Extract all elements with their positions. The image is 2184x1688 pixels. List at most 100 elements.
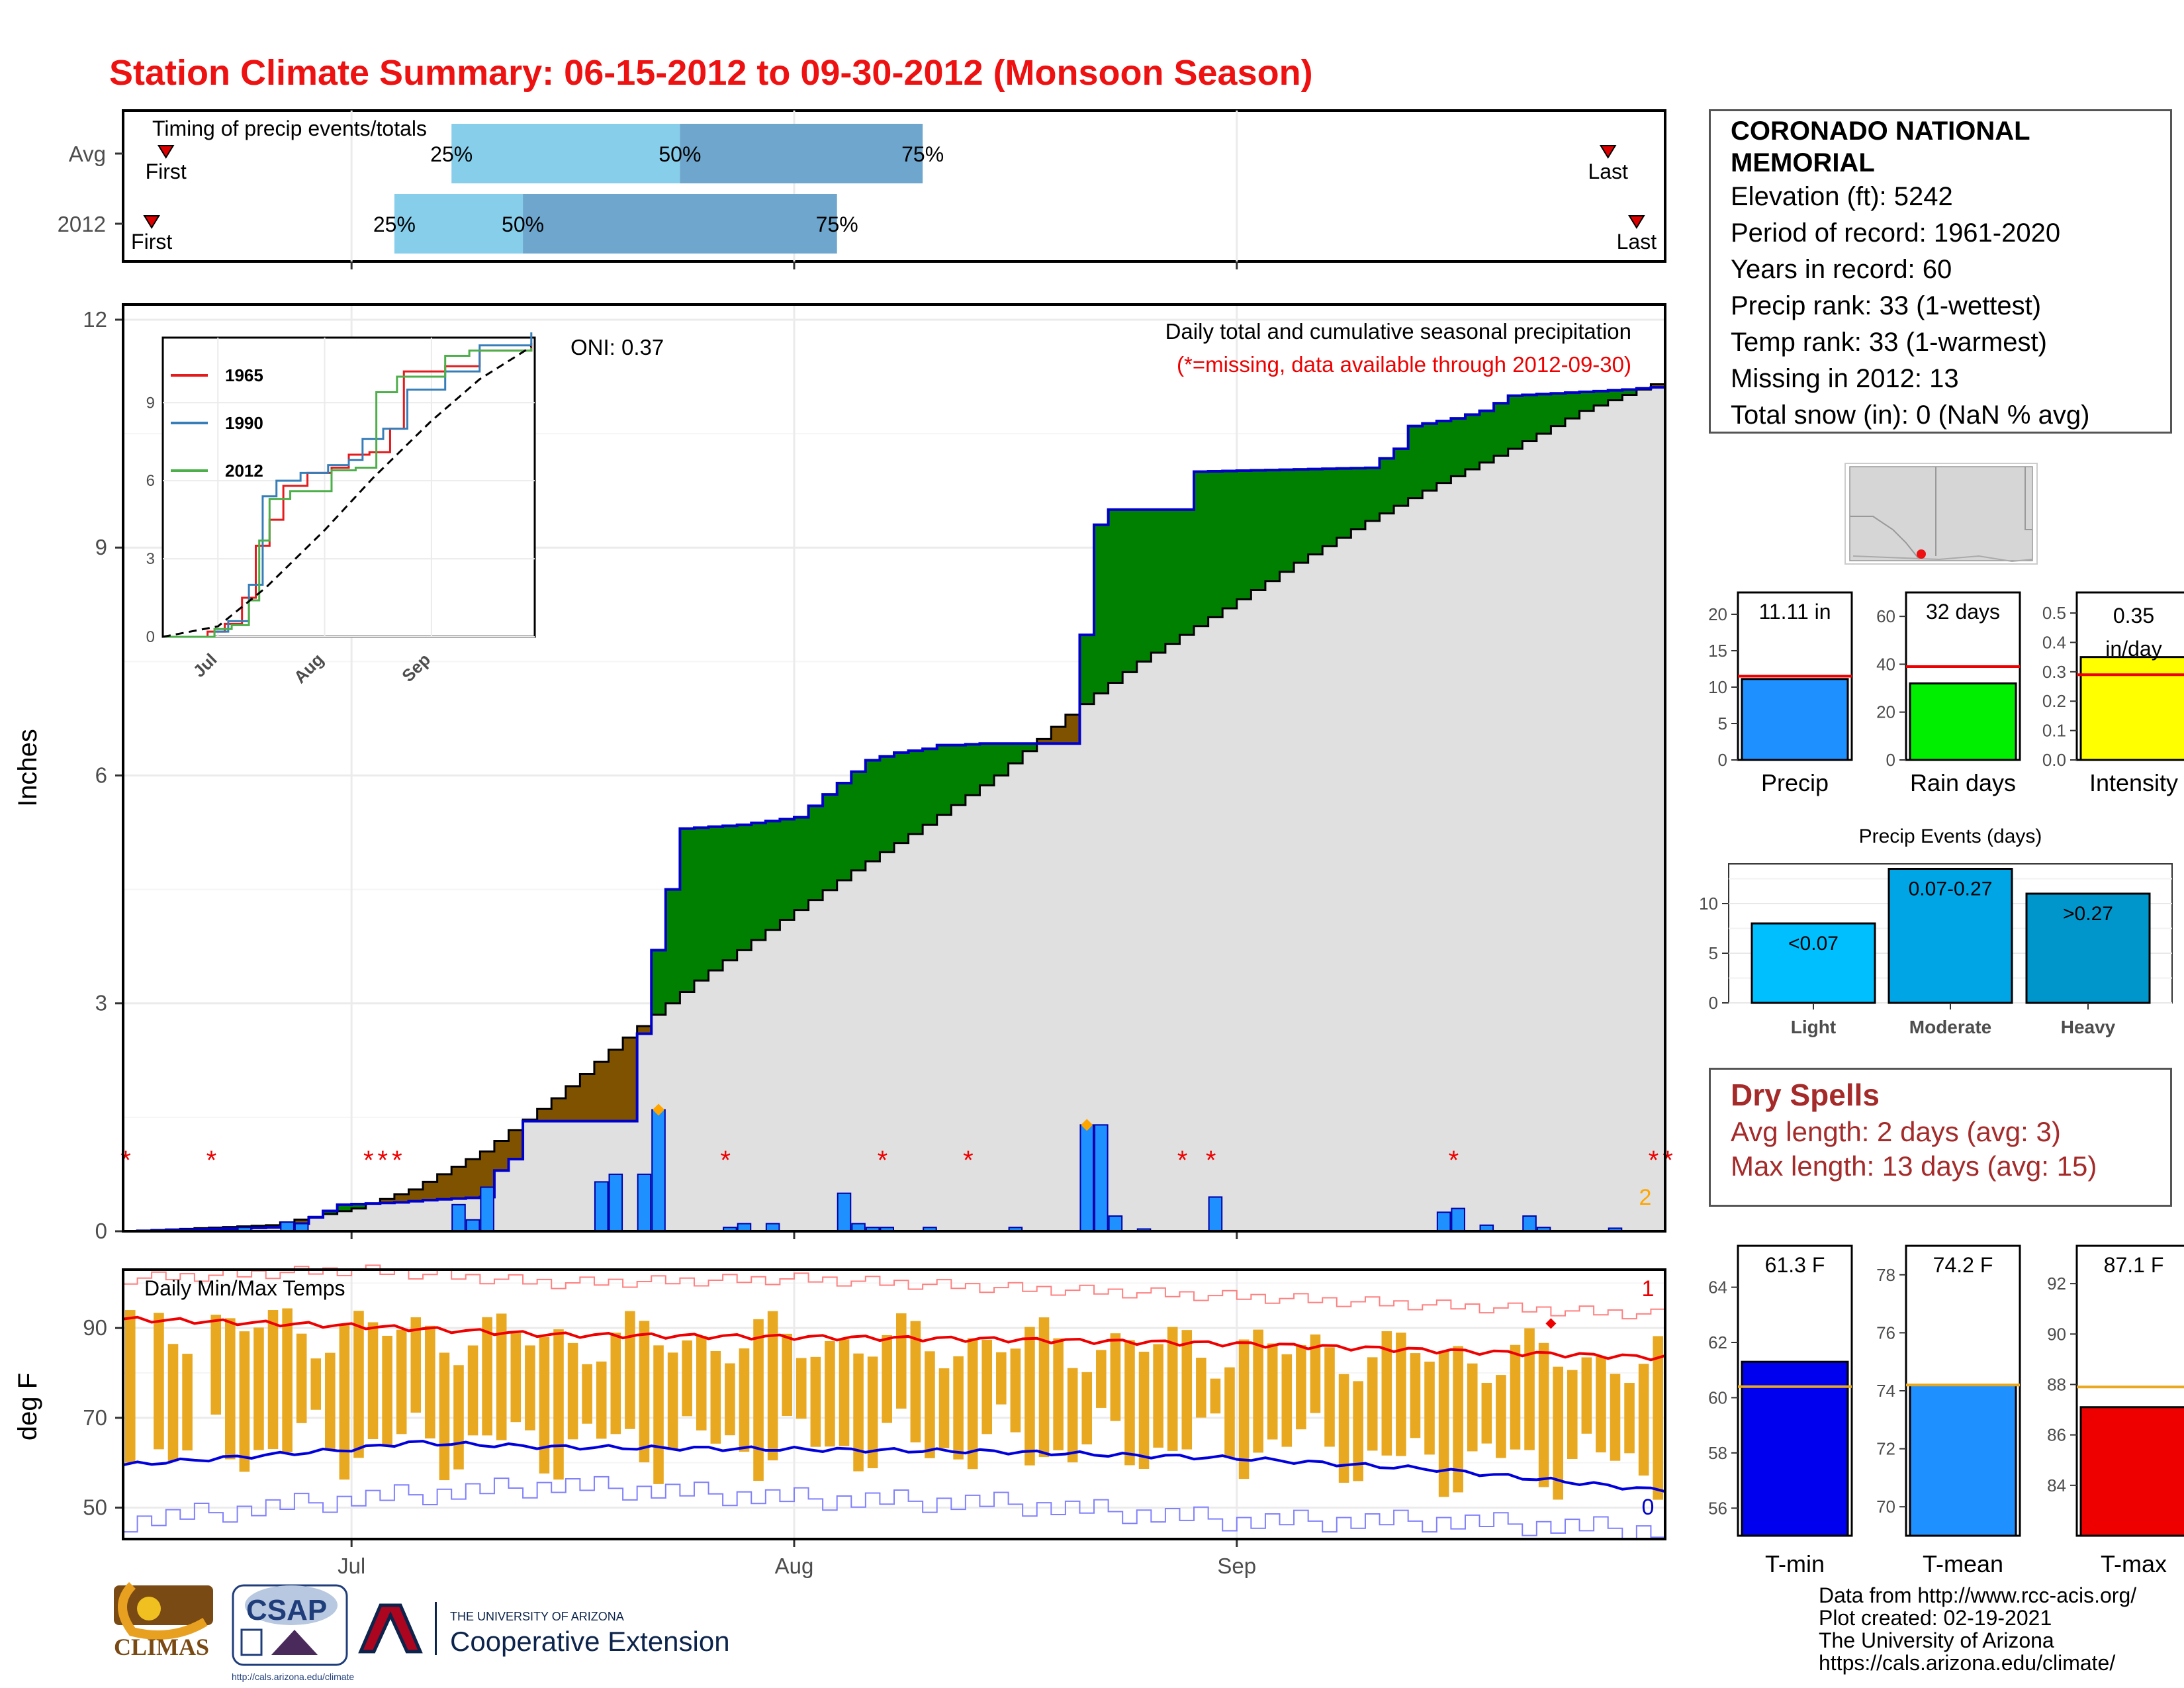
above-average-fill bbox=[994, 743, 1009, 776]
above-average-fill bbox=[1536, 394, 1552, 434]
daily-temp-bar bbox=[839, 1339, 850, 1446]
daily-precip-bar bbox=[608, 1173, 623, 1233]
below-average-fill bbox=[580, 1074, 595, 1121]
cum-title: Daily total and cumulative seasonal prec… bbox=[1165, 319, 1631, 344]
precip-summary-bar bbox=[2079, 656, 2184, 761]
daily-temp-bar bbox=[1367, 1357, 1378, 1451]
daily-temp-bar bbox=[367, 1322, 379, 1440]
above-average-fill bbox=[1594, 391, 1609, 406]
above-average-fill bbox=[894, 753, 909, 843]
events-category-label: Heavy bbox=[2061, 1017, 2116, 1037]
temp-summary-value-label: 74.2 F bbox=[1933, 1253, 1993, 1277]
daily-temp-bar bbox=[1010, 1348, 1021, 1432]
inset-frame bbox=[161, 336, 536, 638]
timing-title: Timing of precip events/totals bbox=[152, 117, 427, 140]
temp-summary-y-tick-label: 88 bbox=[2047, 1374, 2066, 1394]
daily-temp-bar bbox=[1124, 1340, 1135, 1466]
above-average-fill bbox=[1579, 391, 1594, 411]
temp-summary-y-tick-label: 60 bbox=[1708, 1387, 1727, 1407]
university-of-arizona-logo: THE UNIVERSITY OF ARIZONA Cooperative Ex… bbox=[358, 1602, 730, 1657]
inset-y-tick-label: 6 bbox=[146, 472, 155, 490]
above-average-fill bbox=[665, 889, 680, 1004]
daily-temp-bar bbox=[1438, 1350, 1449, 1497]
timing-row-label: 2012 bbox=[58, 212, 106, 236]
daily-temp-bar bbox=[1238, 1339, 1250, 1479]
daily-temp-bar bbox=[1596, 1356, 1606, 1453]
temp-y-tick-label: 70 bbox=[83, 1405, 107, 1430]
daily-temp-bar bbox=[496, 1313, 507, 1440]
daily-temp-bar bbox=[353, 1311, 364, 1458]
daily-temp-bar bbox=[1610, 1374, 1621, 1461]
footer-line-2: Plot created: 02-19-2021 bbox=[1819, 1606, 2052, 1630]
missing-day-asterisk: * bbox=[363, 1146, 374, 1175]
above-average-fill bbox=[1379, 458, 1394, 514]
above-average-fill bbox=[1179, 509, 1195, 635]
above-average-fill bbox=[837, 782, 852, 880]
daily-temp-bar bbox=[1496, 1375, 1506, 1458]
daily-temp-bar bbox=[1110, 1333, 1121, 1421]
events-bar-label: <0.07 bbox=[1788, 933, 1839, 955]
below-average-fill bbox=[594, 1062, 610, 1121]
daily-temp-bar bbox=[182, 1354, 193, 1451]
daily-temp-bar bbox=[1224, 1367, 1235, 1458]
daily-temp-bar bbox=[925, 1351, 935, 1458]
temp-x-tick-label: Jul bbox=[338, 1554, 365, 1578]
above-average-fill bbox=[1023, 743, 1038, 751]
daily-precip-bar bbox=[1108, 1215, 1123, 1233]
daily-precip-bar bbox=[451, 1203, 466, 1232]
temp-summary-value-label: 87.1 F bbox=[2104, 1253, 2164, 1277]
above-average-fill bbox=[1151, 509, 1166, 653]
daily-temp-bar bbox=[1324, 1347, 1335, 1447]
cum-y-tick-label: 12 bbox=[83, 307, 107, 332]
footer-line-4: https://cals.arizona.edu/climate/ bbox=[1819, 1651, 2116, 1675]
daily-temp-bar bbox=[1053, 1338, 1064, 1450]
daily-temp-bar bbox=[1396, 1333, 1406, 1456]
timing-last-label: Last bbox=[1588, 160, 1628, 183]
temp-x-tick-label: Aug bbox=[775, 1554, 814, 1578]
daily-temp-bar bbox=[1153, 1344, 1163, 1448]
station-precip-rank: Precip rank: 33 (1-wettest) bbox=[1731, 291, 2042, 320]
below-average-fill bbox=[380, 1199, 395, 1203]
cum-subtitle: (*=missing, data available through 2012-… bbox=[1177, 352, 1631, 377]
daily-temp-bar bbox=[167, 1344, 179, 1462]
missing-day-asterisk: * bbox=[392, 1146, 402, 1175]
daily-record-marker bbox=[1081, 1119, 1093, 1131]
temp-frame bbox=[122, 1268, 1666, 1540]
timing-last-marker bbox=[1599, 145, 1617, 159]
daily-precip-bar bbox=[637, 1173, 652, 1233]
above-average-fill bbox=[823, 794, 838, 890]
daily-temp-bar bbox=[625, 1311, 635, 1429]
above-average-fill bbox=[1436, 420, 1451, 483]
inset-y-tick-label: 9 bbox=[146, 394, 155, 412]
cooperative-extension-text: Cooperative Extension bbox=[450, 1626, 730, 1657]
daily-temp-bar bbox=[582, 1364, 592, 1424]
events-bar bbox=[1888, 868, 2013, 1004]
precip-summary-category-label: Precip bbox=[1761, 769, 1829, 796]
record-count-label: 2 bbox=[1639, 1185, 1652, 1210]
station-missing: Missing in 2012: 13 bbox=[1731, 364, 1959, 393]
dry-spells-max: Max length: 13 days (avg: 15) bbox=[1731, 1150, 2097, 1182]
above-average-fill bbox=[794, 817, 809, 910]
average-cumulative-line bbox=[123, 383, 1665, 1233]
daily-temp-bar bbox=[1453, 1346, 1463, 1493]
daily-temp-bar bbox=[653, 1345, 664, 1484]
above-average-fill bbox=[1394, 449, 1409, 506]
events-bar bbox=[2025, 892, 2151, 1004]
above-average-fill bbox=[1165, 509, 1181, 644]
precip-summary-y-tick-label: 20 bbox=[1876, 702, 1895, 722]
above-average-fill bbox=[908, 751, 923, 834]
daily-temp-bar bbox=[910, 1321, 921, 1442]
station-elevation: Elevation (ft): 5242 bbox=[1731, 182, 1953, 211]
csap-url: http://cals.arizona.edu/climate bbox=[232, 1671, 354, 1682]
cum-y-axis-label: Inches bbox=[13, 729, 42, 807]
inset-series-line bbox=[163, 348, 533, 638]
page-title: Station Climate Summary: 06-15-2012 to 0… bbox=[109, 53, 1313, 93]
above-average-fill bbox=[1094, 524, 1109, 694]
daily-temp-bar bbox=[482, 1317, 492, 1436]
temp-summary-bar bbox=[2079, 1406, 2184, 1537]
above-average-fill bbox=[780, 819, 795, 920]
inset-average-line bbox=[162, 346, 532, 638]
daily-temp-bar bbox=[282, 1308, 293, 1452]
